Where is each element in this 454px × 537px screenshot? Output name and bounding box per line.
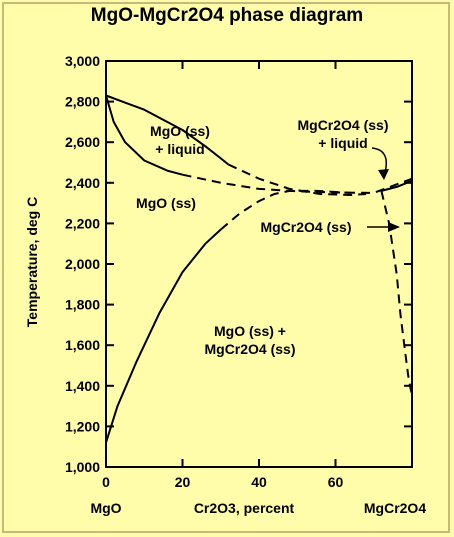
region-label: MgCr2O4 (ss) — [297, 117, 388, 133]
x-tick-label: 0 — [102, 474, 110, 490]
arrow-icon — [388, 222, 400, 232]
region-label: MgO (ss) — [136, 195, 196, 211]
arrow-icon — [378, 169, 389, 180]
phase-boundary-line — [220, 189, 351, 231]
x-tick-label: 20 — [175, 474, 191, 490]
y-tick-label: 2,800 — [65, 94, 100, 110]
x-tick-label: 40 — [251, 474, 267, 490]
phase-boundary-line — [105, 94, 230, 166]
y-tick-label: 1,800 — [65, 297, 100, 313]
phase-boundary-line — [105, 95, 183, 176]
phase-boundary-line — [105, 228, 222, 443]
y-tick-label: 1,000 — [65, 459, 100, 475]
chart-title: MgO-MgCr2O4 phase diagram — [90, 5, 364, 26]
y-tick-label: 1,200 — [65, 418, 100, 434]
phase-boundary-line — [380, 190, 413, 397]
y-tick-label: 2,600 — [65, 134, 100, 150]
y-tick-label: 2,000 — [65, 256, 100, 272]
y-tick-label: 2,400 — [65, 175, 100, 191]
phase-boundary-line — [182, 173, 413, 194]
y-axis-label: Temperature, deg C — [24, 197, 40, 327]
y-tick-label: 1,600 — [65, 337, 100, 353]
region-label: MgO (ss) — [150, 123, 210, 139]
x-axis-label: Cr2O3, percent — [194, 500, 295, 516]
x-end-label-left: MgO — [90, 500, 121, 516]
phase-boundary-line — [227, 163, 367, 196]
region-label: MgCr2O4 (ss) — [260, 219, 351, 235]
x-tick-label: 60 — [328, 474, 344, 490]
region-label: + liquid — [155, 141, 204, 157]
y-tick-label: 2,200 — [65, 215, 100, 231]
region-label: MgO (ss) + — [214, 323, 286, 339]
y-tick-label: 3,000 — [65, 53, 100, 69]
chart-frame — [2, 2, 450, 533]
region-label: + liquid — [318, 135, 367, 151]
phase-boundary-line — [381, 179, 413, 192]
region-label: MgCr2O4 (ss) — [204, 341, 295, 357]
y-tick-label: 1,400 — [65, 378, 100, 394]
x-end-label-right: MgCr2O4 — [364, 500, 426, 516]
